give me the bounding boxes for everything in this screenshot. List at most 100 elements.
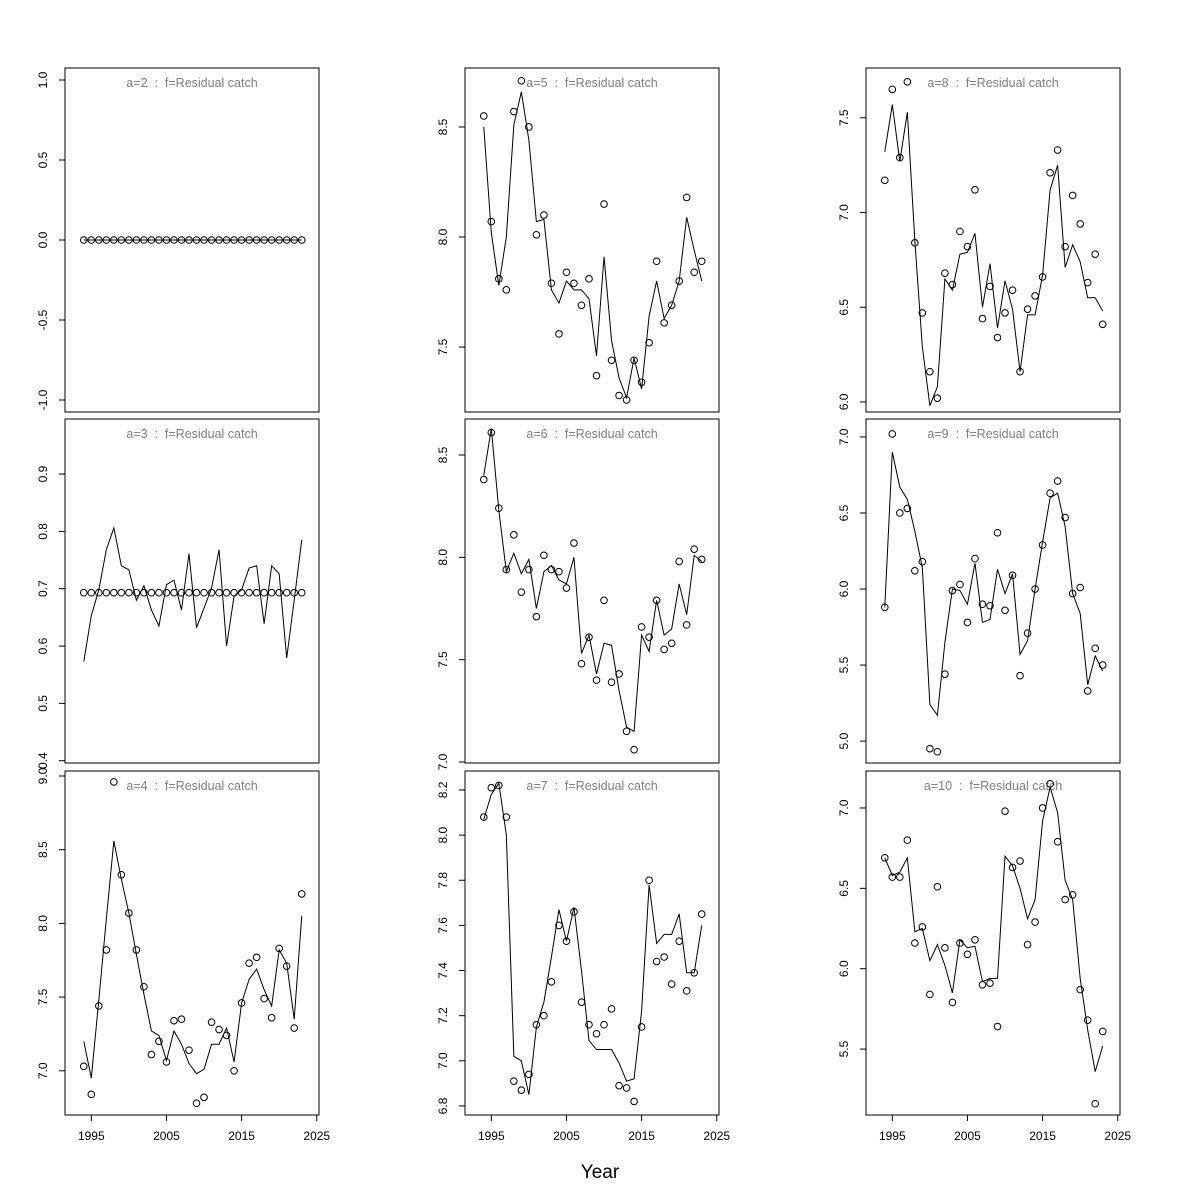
data-point — [540, 211, 548, 219]
data-point — [690, 545, 699, 553]
plot-frame — [464, 67, 720, 413]
y-tick-label: 6.0 — [837, 580, 851, 597]
data-point — [600, 200, 608, 208]
data-point — [948, 998, 957, 1007]
data-point — [880, 854, 889, 862]
data-point — [682, 987, 691, 995]
data-point — [562, 268, 571, 277]
data-point — [479, 475, 488, 484]
data-point — [978, 980, 987, 989]
plot-frame — [464, 770, 720, 1116]
data-point — [667, 980, 676, 988]
y-tick-label: 7.0 — [36, 1062, 50, 1079]
data-point — [540, 1011, 548, 1020]
data-point — [888, 430, 897, 438]
data-point — [525, 565, 533, 574]
y-tick-label: 6.5 — [837, 504, 851, 521]
data-point — [660, 645, 668, 654]
x-tick-label: 2015 — [228, 1129, 255, 1143]
data-point — [993, 528, 1002, 537]
y-tick-label: 8.0 — [436, 228, 450, 245]
y-tick-label: 7.5 — [36, 988, 50, 1005]
x-tick-label: 1995 — [879, 1129, 906, 1143]
data-point — [675, 937, 683, 945]
data-point — [993, 1022, 1002, 1031]
data-point — [888, 85, 897, 94]
data-point — [630, 1097, 638, 1106]
data-point — [645, 876, 653, 885]
data-point — [600, 1020, 608, 1029]
data-point — [903, 504, 912, 513]
panel-title: a=7 : f=Residual catch — [526, 779, 657, 793]
data-point — [1053, 837, 1062, 846]
data-point — [1001, 606, 1009, 615]
data-point — [1091, 1099, 1100, 1108]
data-point — [652, 257, 661, 266]
y-tick-label: 0.6 — [36, 637, 50, 654]
data-point — [888, 873, 897, 881]
data-point — [1016, 857, 1024, 865]
fitted-line — [83, 840, 303, 1079]
data-point — [918, 309, 927, 317]
data-point — [1031, 292, 1039, 300]
data-point — [170, 1016, 178, 1025]
data-point — [660, 319, 668, 327]
y-tick-label: 6.0 — [837, 960, 851, 977]
data-point — [645, 338, 653, 347]
data-point — [1061, 242, 1069, 251]
data-point — [1023, 305, 1032, 313]
data-point — [993, 333, 1002, 342]
data-point — [926, 990, 934, 999]
data-point — [79, 1062, 88, 1071]
y-tick-label: 7.5 — [837, 109, 851, 126]
x-tick-label: 2025 — [303, 1129, 330, 1143]
y-tick-label: 0.9 — [36, 465, 50, 482]
data-point — [267, 588, 276, 597]
data-point — [275, 588, 283, 597]
data-point — [622, 1084, 631, 1092]
y-tick-label: 6.0 — [837, 393, 851, 410]
data-point — [87, 588, 96, 597]
fitted-line — [884, 104, 1104, 406]
data-point — [986, 979, 994, 987]
data-point — [675, 557, 683, 566]
fitted-line — [884, 452, 1104, 717]
data-point — [1053, 477, 1062, 485]
data-point — [1068, 890, 1077, 899]
y-tick-label: -1.0 — [36, 389, 50, 410]
data-point — [941, 269, 949, 277]
data-point — [487, 783, 496, 792]
y-tick-label: 0.0 — [36, 231, 50, 248]
data-point — [290, 1024, 299, 1032]
data-point — [125, 588, 133, 597]
data-point — [1001, 309, 1009, 317]
data-point — [615, 670, 623, 678]
y-tick-label: 7.5 — [436, 338, 450, 355]
data-point — [956, 227, 964, 236]
y-tick-label: 8.0 — [436, 549, 450, 566]
data-point — [185, 588, 193, 597]
y-tick-label: 8.5 — [436, 118, 450, 135]
data-point — [200, 588, 208, 597]
data-point — [630, 745, 638, 754]
data-point — [577, 659, 586, 668]
data-point — [585, 275, 593, 283]
data-point — [297, 588, 306, 597]
data-point — [282, 588, 291, 597]
panel-title: a=5 : f=Residual catch — [526, 76, 657, 90]
data-point — [918, 557, 927, 566]
y-tick-label: 5.0 — [837, 732, 851, 749]
data-point — [986, 601, 994, 610]
data-point — [555, 567, 563, 576]
x-tick-label: 1995 — [78, 1129, 105, 1143]
data-point — [941, 670, 949, 678]
data-point — [110, 588, 118, 597]
data-point — [630, 356, 638, 365]
data-point — [245, 959, 253, 967]
data-point — [155, 588, 163, 597]
data-point — [963, 950, 972, 959]
data-point — [682, 621, 691, 629]
fitted-line — [483, 781, 703, 1095]
data-point — [690, 268, 699, 277]
y-tick-label: 7.0 — [837, 799, 851, 816]
